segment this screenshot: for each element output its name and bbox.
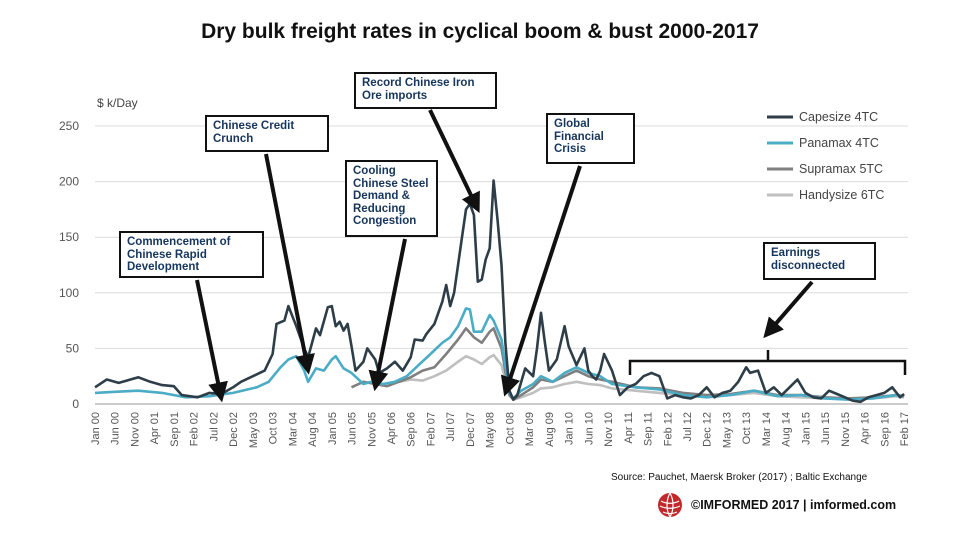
x-tick-label: Jul 12 — [682, 412, 694, 441]
x-tick-label: Jun 10 — [583, 412, 595, 445]
x-tick-label: Sep 06 — [406, 412, 418, 447]
x-tick-label: Jul 02 — [208, 412, 220, 441]
x-tick-label: Jun 00 — [110, 412, 122, 445]
x-tick-label: Aug 14 — [781, 412, 793, 447]
x-tick-label: Feb 02 — [189, 412, 201, 446]
legend-label: Panamax 4TC — [799, 136, 879, 150]
x-tick-label: Sep 11 — [643, 412, 655, 446]
x-tick-label: Jan 10 — [564, 412, 576, 445]
legend-label: Supramax 5TC — [799, 162, 883, 176]
chart-title: Dry bulk freight rates in cyclical boom … — [201, 20, 759, 43]
x-tick-label: Nov 15 — [840, 412, 852, 447]
x-tick-label: Feb 12 — [662, 412, 674, 446]
footer-brand: ©IMFORMED 2017 | imformed.com — [691, 498, 897, 512]
earnings-bracket — [628, 359, 907, 375]
x-tick-label: Dec 12 — [702, 412, 714, 447]
annotation-rapid-development: Commencement of Chinese Rapid Developmen… — [119, 231, 264, 278]
series-line-capesize-4tc — [94, 179, 905, 404]
x-tick-label: Dec 02 — [228, 412, 240, 447]
x-tick-label: Oct 03 — [268, 412, 280, 444]
legend-label: Handysize 6TC — [799, 188, 884, 202]
annotation-cooling-demand: Cooling Chinese Steel Demand & Reducing … — [345, 160, 438, 237]
x-tick-label: Jan 05 — [327, 412, 339, 445]
x-tick-label: May 08 — [485, 412, 497, 448]
annotation-earnings-disconnected: Earnings disconnected — [763, 242, 876, 280]
y-tick-label: 250 — [59, 119, 79, 133]
y-axis-label: $ k/Day — [97, 96, 138, 110]
y-tick-label: 50 — [66, 341, 80, 355]
x-tick-label: Feb 07 — [425, 412, 437, 446]
x-tick-label: Apr 16 — [860, 412, 872, 444]
x-tick-label: Mar 14 — [761, 412, 773, 446]
y-tick-label: 0 — [72, 397, 79, 411]
x-tick-label: Jun 15 — [820, 412, 832, 445]
x-tick-label: Apr 11 — [623, 412, 635, 444]
y-tick-label: 150 — [59, 230, 79, 244]
y-tick-label: 100 — [59, 286, 79, 300]
annotation-arrow — [195, 279, 228, 403]
x-tick-label: Oct 08 — [504, 412, 516, 444]
series-line-panamax-4tc — [94, 307, 905, 401]
x-tick-label: Nov 05 — [366, 412, 378, 447]
annotation-financial-crisis: Global Financial Crisis — [546, 113, 635, 164]
globe-logo-icon — [658, 492, 682, 518]
x-tick-label: May 03 — [248, 412, 260, 448]
annotation-arrow — [368, 238, 407, 392]
footer: ©IMFORMED 2017 | imformed.com — [657, 492, 896, 518]
x-tick-label: Jun 05 — [347, 412, 359, 445]
x-tick-label: Nov 00 — [129, 412, 141, 447]
x-tick-label: Dec 07 — [465, 412, 477, 447]
x-tick-label: Apr 06 — [386, 412, 398, 444]
x-tick-label: Jan 15 — [800, 412, 812, 445]
x-tick-label: Sep 16 — [879, 412, 891, 447]
annotation-arrow — [500, 165, 582, 397]
legend-label: Capesize 4TC — [799, 110, 878, 124]
x-tick-label: Mar 04 — [287, 412, 299, 446]
x-tick-label: Jul 07 — [445, 412, 457, 441]
x-tick-label: Apr 01 — [149, 412, 161, 444]
y-tick-label: 200 — [59, 175, 79, 189]
x-tick-label: Nov 10 — [603, 412, 615, 447]
x-tick-label: Oct 13 — [741, 412, 753, 444]
x-tick-label: Jan 00 — [90, 412, 102, 445]
annotation-arrow — [264, 153, 315, 375]
x-tick-label: Mar 09 — [524, 412, 536, 446]
x-tick-label: May 13 — [721, 412, 733, 448]
annotation-arrow — [428, 109, 480, 214]
annotation-credit-crunch: Chinese Credit Crunch — [205, 115, 329, 152]
annotation-record-imports: Record Chinese Iron Ore imports — [354, 72, 497, 109]
x-tick-label: Sep 01 — [169, 412, 181, 447]
x-tick-label: Feb 17 — [899, 412, 911, 446]
annotation-arrow — [763, 280, 814, 339]
x-tick-label: Aug 04 — [307, 412, 319, 447]
x-tick-label: Aug 09 — [544, 412, 556, 447]
source-note: Source: Pauchet, Maersk Broker (2017) ; … — [611, 472, 868, 483]
